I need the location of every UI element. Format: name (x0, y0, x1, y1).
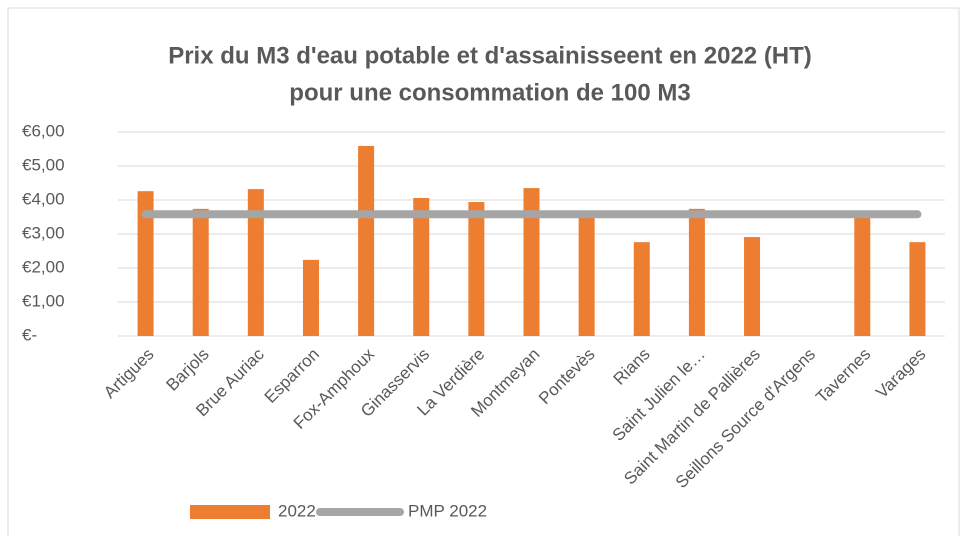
y-tick-label: €4,00 (22, 189, 65, 208)
bar (137, 191, 154, 336)
bar (192, 208, 209, 336)
y-tick-label: €5,00 (22, 155, 65, 174)
bar (358, 145, 375, 336)
bar (578, 213, 595, 336)
y-tick-label: €1,00 (22, 291, 65, 310)
legend-label: PMP 2022 (408, 501, 487, 520)
bar (468, 202, 485, 336)
bar (633, 242, 650, 336)
y-tick-label: €- (22, 325, 37, 344)
y-tick-label: €6,00 (22, 121, 65, 140)
chart-title: Prix du M3 d'eau potable et d'assainisse… (168, 42, 812, 69)
bar (302, 259, 319, 336)
bar (854, 213, 871, 336)
legend-label: 2022 (278, 501, 316, 520)
y-tick-label: €3,00 (22, 223, 65, 242)
bar (523, 188, 540, 336)
bar (909, 242, 926, 336)
y-tick-label: €2,00 (22, 257, 65, 276)
bar (744, 237, 761, 336)
bar (247, 189, 264, 336)
bar (413, 197, 430, 336)
chart-title: pour une consommation de 100 M3 (289, 79, 690, 106)
bar (688, 208, 705, 336)
legend-swatch (190, 505, 270, 519)
